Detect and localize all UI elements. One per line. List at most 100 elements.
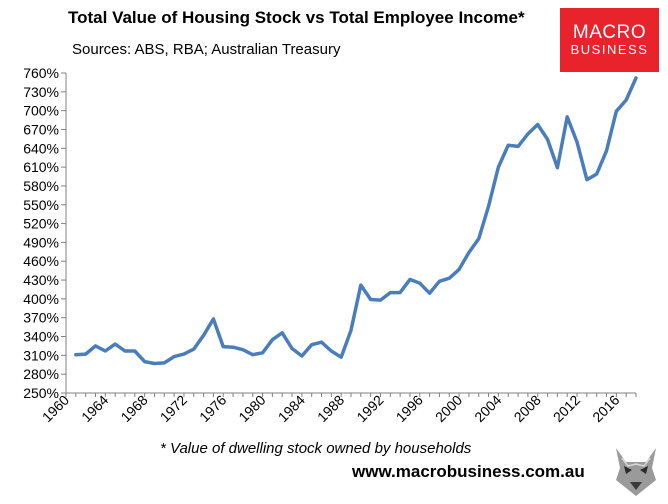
data-point bbox=[301, 355, 303, 357]
data-point bbox=[438, 280, 441, 282]
data-point bbox=[370, 298, 372, 301]
data-point bbox=[399, 292, 401, 294]
data-point bbox=[615, 110, 617, 112]
chart-title: Total Value of Housing Stock vs Total Em… bbox=[68, 8, 525, 27]
data-point bbox=[487, 205, 490, 207]
data-point bbox=[517, 145, 519, 148]
data-point bbox=[124, 350, 126, 352]
data-point bbox=[232, 346, 234, 348]
macrobusiness-logo: MACRO BUSINESS bbox=[560, 8, 659, 72]
data-point bbox=[556, 167, 558, 169]
data-point bbox=[340, 356, 342, 358]
data-point bbox=[153, 362, 156, 365]
y-tick-label: 250% bbox=[23, 385, 59, 401]
data-point bbox=[527, 133, 529, 135]
data-point bbox=[379, 299, 382, 301]
y-axis-ticks: 250% 280% 310% 340% 370% 400% 430% 460% 490% 520%… bbox=[23, 65, 66, 401]
data-point bbox=[419, 282, 421, 284]
data-point bbox=[144, 361, 146, 363]
data-point bbox=[458, 268, 460, 270]
x-tick-label: 1984 bbox=[275, 392, 308, 425]
chart-axes bbox=[65, 73, 636, 394]
data-point bbox=[271, 339, 273, 341]
x-tick-label: 1996 bbox=[393, 392, 426, 425]
y-tick-label: 580% bbox=[23, 178, 59, 194]
data-point bbox=[429, 292, 431, 294]
y-tick-label: 400% bbox=[23, 291, 59, 307]
x-tick-label: 2000 bbox=[432, 392, 465, 425]
y-tick-label: 640% bbox=[23, 140, 59, 156]
y-tick-label: 670% bbox=[23, 121, 59, 137]
y-tick-label: 490% bbox=[23, 234, 59, 250]
y-tick-label: 520% bbox=[23, 216, 59, 232]
y-tick-label: 280% bbox=[23, 366, 59, 382]
data-point bbox=[350, 329, 352, 331]
y-tick-label: 610% bbox=[23, 159, 59, 175]
data-point bbox=[507, 144, 509, 146]
y-tick-label: 370% bbox=[23, 310, 59, 326]
data-point bbox=[193, 348, 195, 350]
data-point bbox=[546, 138, 549, 141]
data-point bbox=[448, 277, 450, 279]
data-point bbox=[242, 349, 244, 351]
x-tick-label: 1972 bbox=[157, 392, 190, 425]
data-point bbox=[85, 353, 87, 355]
data-point bbox=[586, 179, 588, 181]
y-tick-label: 340% bbox=[23, 329, 59, 345]
data-point bbox=[281, 332, 283, 334]
data-point bbox=[75, 354, 77, 356]
data-point bbox=[94, 345, 97, 347]
data-point bbox=[478, 238, 480, 240]
series-layer bbox=[74, 76, 638, 366]
website-link[interactable]: www.macrobusiness.com.au bbox=[352, 462, 585, 481]
x-tick-label: 1988 bbox=[314, 392, 347, 425]
y-tick-label: 550% bbox=[23, 197, 59, 213]
data-point bbox=[291, 347, 293, 350]
data-point bbox=[635, 77, 637, 79]
data-point bbox=[202, 334, 205, 336]
data-point bbox=[409, 278, 411, 281]
data-point bbox=[114, 343, 116, 345]
data-point bbox=[134, 350, 136, 352]
data-point bbox=[261, 352, 264, 354]
data-point bbox=[468, 251, 470, 254]
data-point bbox=[173, 356, 175, 358]
data-point bbox=[104, 350, 106, 352]
y-tick-label: 700% bbox=[23, 103, 59, 119]
y-tick-label: 460% bbox=[23, 253, 59, 269]
data-point bbox=[330, 350, 332, 352]
x-tick-label: 2016 bbox=[589, 392, 622, 425]
x-tick-label: 1980 bbox=[235, 392, 268, 425]
data-point bbox=[625, 99, 627, 101]
y-tick-label: 430% bbox=[23, 272, 59, 288]
y-tick-label: 760% bbox=[23, 65, 59, 81]
x-axis-ticks: 1960 1964 1968 1972 1976 1980 1984 1988 1992 1996… bbox=[39, 392, 637, 425]
footnote: * Value of dwelling stock owned by house… bbox=[160, 440, 472, 457]
data-point bbox=[163, 362, 165, 364]
data-point bbox=[320, 341, 323, 343]
logo-line-2: BUSINESS bbox=[570, 42, 649, 58]
x-tick-label: 2004 bbox=[471, 392, 504, 425]
y-tick-label: 730% bbox=[23, 84, 59, 100]
series-line bbox=[74, 76, 638, 366]
x-tick-label: 2008 bbox=[511, 392, 544, 425]
data-point bbox=[212, 318, 215, 320]
chart-sources: Sources: ABS, RBA; Australian Treasury bbox=[72, 41, 341, 58]
data-point bbox=[389, 292, 391, 294]
x-tick-label: 1976 bbox=[196, 392, 229, 425]
data-point bbox=[605, 150, 608, 152]
data-point bbox=[360, 284, 362, 286]
x-tick-label: 1968 bbox=[117, 392, 150, 425]
data-point bbox=[222, 345, 224, 348]
data-point bbox=[576, 141, 578, 143]
data-point bbox=[252, 354, 254, 356]
data-point bbox=[537, 123, 539, 126]
x-tick-label: 1964 bbox=[78, 392, 111, 425]
x-tick-label: 1992 bbox=[353, 392, 386, 425]
data-point bbox=[497, 166, 500, 168]
data-point bbox=[311, 344, 313, 346]
y-tick-label: 310% bbox=[23, 347, 59, 363]
data-point bbox=[566, 116, 568, 118]
logo-line-1: MACRO bbox=[572, 22, 647, 44]
